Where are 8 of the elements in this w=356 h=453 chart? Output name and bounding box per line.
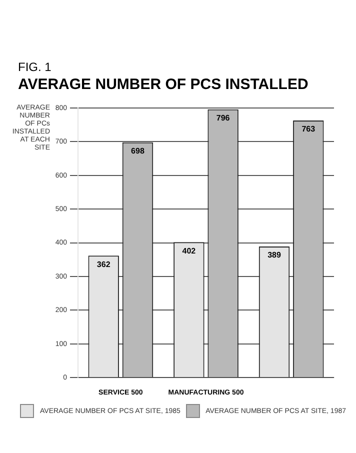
- data-label: 698: [131, 146, 145, 156]
- data-label: 389: [268, 250, 282, 260]
- chart-title: AVERAGE NUMBER OF PCS INSTALLED: [18, 76, 308, 93]
- data-label: 362: [96, 260, 111, 269]
- chart-subtitle: FIG. 1: [18, 60, 52, 74]
- data-label: 402: [182, 246, 196, 256]
- data-label: 763: [302, 124, 316, 134]
- data-label: 796: [216, 114, 230, 123]
